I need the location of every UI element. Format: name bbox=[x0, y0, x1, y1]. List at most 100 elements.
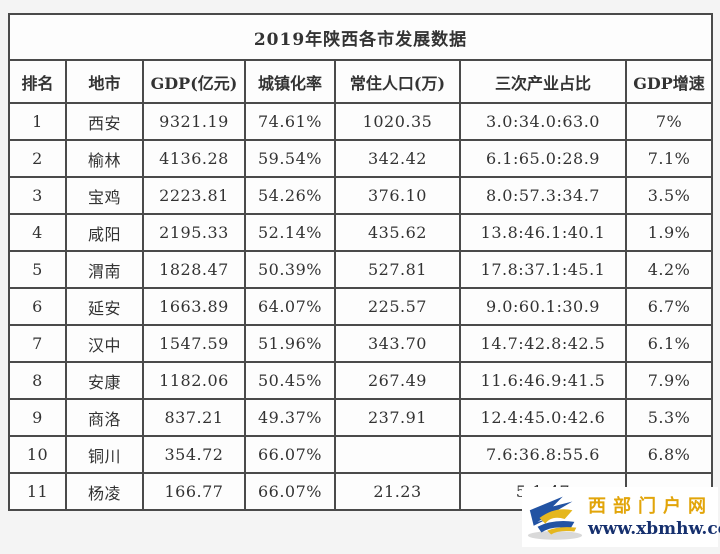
table-cell: 铜川 bbox=[65, 435, 144, 474]
table-cell: 50.39% bbox=[244, 250, 336, 289]
table-cell: 49.37% bbox=[244, 398, 336, 437]
table-cell: 10 bbox=[8, 435, 67, 474]
table-row: 7 汉中 1547.59 51.96% 343.70 14.7:42.8:42.5 6.1% bbox=[8, 324, 714, 363]
table-cell: 2195.33 bbox=[142, 213, 246, 252]
table-cell: 1.9% bbox=[624, 213, 714, 252]
table-cell: 商洛 bbox=[65, 398, 144, 437]
watermark-logo-icon bbox=[527, 496, 583, 540]
table-cell: 14.7:42.8:42.5 bbox=[459, 324, 627, 363]
table-cell: 64.07% bbox=[244, 287, 336, 326]
table-cell: 4.2% bbox=[624, 250, 714, 289]
watermark-site-url: www.xbmhw.com bbox=[588, 519, 720, 539]
table-cell: 榆林 bbox=[65, 139, 144, 178]
table-cell: 9 bbox=[8, 398, 67, 437]
table-title-row: 2019年陕西各市发展数据 bbox=[7, 13, 714, 61]
table-cell: 50.45% bbox=[244, 361, 336, 400]
column-header-gdp: GDP(亿元) bbox=[142, 59, 246, 104]
table-cell: 1547.59 bbox=[142, 324, 246, 363]
table-cell: 2 bbox=[8, 139, 67, 178]
column-header-rank: 排名 bbox=[8, 59, 67, 104]
table-cell: 7% bbox=[624, 102, 714, 141]
table-cell: 3 bbox=[8, 176, 67, 215]
table-cell: 12.4:45.0:42.6 bbox=[459, 398, 627, 437]
table-cell bbox=[334, 435, 461, 474]
table-cell: 11 bbox=[8, 472, 67, 511]
table-cell: 59.54% bbox=[244, 139, 336, 178]
table-cell: 6.7% bbox=[624, 287, 714, 326]
table-cell: 343.70 bbox=[334, 324, 461, 363]
table-cell: 8 bbox=[8, 361, 67, 400]
column-header-population: 常住人口(万) bbox=[334, 59, 461, 104]
table-cell: 咸阳 bbox=[65, 213, 144, 252]
table-cell: 435.62 bbox=[334, 213, 461, 252]
table-row: 1 西安 9321.19 74.61% 1020.35 3.0:34.0:63.0 7% bbox=[8, 102, 714, 141]
table-cell: 11.6:46.9:41.5 bbox=[459, 361, 627, 400]
table-cell: 西安 bbox=[65, 102, 144, 141]
table-cell: 宝鸡 bbox=[65, 176, 144, 215]
table-cell: 66.07% bbox=[244, 435, 336, 474]
table-cell: 8.0:57.3:34.7 bbox=[459, 176, 627, 215]
table-cell: 2223.81 bbox=[142, 176, 246, 215]
table-cell: 342.42 bbox=[334, 139, 461, 178]
table-cell: 237.91 bbox=[334, 398, 461, 437]
table-cell: 166.77 bbox=[142, 472, 246, 511]
table-title: 2019年陕西各市发展数据 bbox=[7, 13, 714, 61]
table-cell: 9.0:60.1:30.9 bbox=[459, 287, 627, 326]
data-table-container: 2019年陕西各市发展数据 排名 地市 GDP(亿元) 城镇化率 常住人口(万)… bbox=[7, 13, 714, 511]
table-cell: 7.9% bbox=[624, 361, 714, 400]
table-cell: 4 bbox=[8, 213, 67, 252]
table-cell: 延安 bbox=[65, 287, 144, 326]
table-header-row: 排名 地市 GDP(亿元) 城镇化率 常住人口(万) 三次产业占比 GDP增速 bbox=[8, 59, 714, 104]
table-cell: 6 bbox=[8, 287, 67, 326]
table-cell: 225.57 bbox=[334, 287, 461, 326]
table-cell: 9321.19 bbox=[142, 102, 246, 141]
table-cell: 渭南 bbox=[65, 250, 144, 289]
table-cell: 1663.89 bbox=[142, 287, 246, 326]
table-cell: 1182.06 bbox=[142, 361, 246, 400]
table-row: 8 安康 1182.06 50.45% 267.49 11.6:46.9:41.5 7.9% bbox=[8, 361, 714, 400]
table-cell: 5 bbox=[8, 250, 67, 289]
table-cell: 安康 bbox=[65, 361, 144, 400]
table-cell: 3.5% bbox=[624, 176, 714, 215]
development-data-table: 2019年陕西各市发展数据 排名 地市 GDP(亿元) 城镇化率 常住人口(万)… bbox=[7, 13, 714, 511]
table-cell: 杨凌 bbox=[65, 472, 144, 511]
table-cell: 1 bbox=[8, 102, 67, 141]
table-cell: 17.8:37.1:45.1 bbox=[459, 250, 627, 289]
table-cell: 74.61% bbox=[244, 102, 336, 141]
table-cell: 1828.47 bbox=[142, 250, 246, 289]
table-row: 9 商洛 837.21 49.37% 237.91 12.4:45.0:42.6 5.3% bbox=[8, 398, 714, 437]
table-cell: 267.49 bbox=[334, 361, 461, 400]
table-row: 4 咸阳 2195.33 52.14% 435.62 13.8:46.1:40.1 1.9% bbox=[8, 213, 714, 252]
table-cell: 54.26% bbox=[244, 176, 336, 215]
watermark-site-name: 西部门户网 bbox=[588, 496, 713, 517]
table-cell: 51.96% bbox=[244, 324, 336, 363]
table-row: 2 榆林 4136.28 59.54% 342.42 6.1:65.0:28.9 7.1% bbox=[8, 139, 714, 178]
table-cell: 7 bbox=[8, 324, 67, 363]
table-row: 6 延安 1663.89 64.07% 225.57 9.0:60.1:30.9 6.7% bbox=[8, 287, 714, 326]
table-cell: 527.81 bbox=[334, 250, 461, 289]
table-cell: 5.3% bbox=[624, 398, 714, 437]
table-row: 5 渭南 1828.47 50.39% 527.81 17.8:37.1:45.1 4.2% bbox=[8, 250, 714, 289]
table-row: 10 铜川 354.72 66.07% 7.6:36.8:55.6 6.8% bbox=[8, 435, 714, 474]
table-cell: 3.0:34.0:63.0 bbox=[459, 102, 627, 141]
table-cell: 7.1% bbox=[624, 139, 714, 178]
table-cell: 21.23 bbox=[334, 472, 461, 511]
table-cell: 66.07% bbox=[244, 472, 336, 511]
watermark: 西部门户网 www.xbmhw.com bbox=[522, 487, 720, 547]
table-cell: 837.21 bbox=[142, 398, 246, 437]
table-cell: 6.1% bbox=[624, 324, 714, 363]
table-cell: 1020.35 bbox=[334, 102, 461, 141]
table-cell: 6.1:65.0:28.9 bbox=[459, 139, 627, 178]
table-cell: 7.6:36.8:55.6 bbox=[459, 435, 627, 474]
column-header-gdp-growth: GDP增速 bbox=[624, 59, 714, 104]
table-body: 1 西安 9321.19 74.61% 1020.35 3.0:34.0:63.0 7% 2 榆… bbox=[8, 102, 714, 511]
table-cell: 376.10 bbox=[334, 176, 461, 215]
table-cell: 52.14% bbox=[244, 213, 336, 252]
table-cell: 汉中 bbox=[65, 324, 144, 363]
column-header-industry-ratio: 三次产业占比 bbox=[459, 59, 627, 104]
table-cell: 4136.28 bbox=[142, 139, 246, 178]
table-row: 3 宝鸡 2223.81 54.26% 376.10 8.0:57.3:34.7 3.5% bbox=[8, 176, 714, 215]
table-cell: 13.8:46.1:40.1 bbox=[459, 213, 627, 252]
table-cell: 354.72 bbox=[142, 435, 246, 474]
